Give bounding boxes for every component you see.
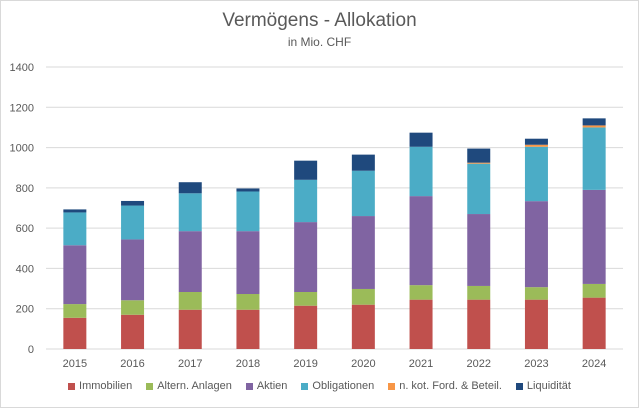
y-tick-label: 1200 xyxy=(10,102,34,114)
bar-segment xyxy=(294,179,318,223)
bar-segment xyxy=(236,191,260,232)
bar-segment xyxy=(467,148,491,163)
y-tick-label: 1000 xyxy=(10,143,34,155)
x-tick-label: 2016 xyxy=(120,358,144,370)
x-tick-label: 2021 xyxy=(409,358,433,370)
bar-segment xyxy=(121,239,145,301)
legend-label: Obligationen xyxy=(312,380,375,392)
bar-segment xyxy=(524,201,548,288)
bar-segment xyxy=(524,299,548,349)
bar-segment xyxy=(582,125,606,128)
bar-segment xyxy=(121,200,145,206)
legend-swatch xyxy=(515,382,523,390)
bar-segment xyxy=(178,182,202,194)
bar-segment xyxy=(294,160,318,180)
legend-label: Liquidität xyxy=(526,380,571,392)
y-tick-label: 800 xyxy=(16,183,34,195)
bar-segment xyxy=(236,294,260,310)
bar-segment xyxy=(63,212,87,246)
bar-segment xyxy=(63,317,87,349)
bar-segment xyxy=(409,132,433,147)
bar-segment xyxy=(121,205,145,240)
bar-segment xyxy=(467,163,491,215)
legend-item: Altern. Anlagen xyxy=(146,380,232,392)
legend-item: Obligationen xyxy=(301,380,374,392)
bar-segment xyxy=(351,154,375,171)
bar-segment xyxy=(582,127,606,190)
legend-item: n. kot. Ford. & Beteil. xyxy=(388,380,502,392)
bar-segment xyxy=(409,146,433,197)
bar-segment xyxy=(524,144,548,147)
legend: Immobilien Altern. Anlagen Aktien Obligatio… xyxy=(1,380,638,392)
bar-segment xyxy=(582,189,606,284)
legend-swatch xyxy=(68,382,76,390)
bar-segment xyxy=(524,138,548,145)
x-tick-label: 2023 xyxy=(524,358,548,370)
legend-swatch xyxy=(301,382,309,390)
bar-segment xyxy=(351,288,375,305)
y-tick-label: 400 xyxy=(16,263,34,275)
legend-item: Aktien xyxy=(245,380,288,392)
x-tick-label: 2019 xyxy=(293,358,317,370)
bar-segment xyxy=(467,299,491,349)
bar-segment xyxy=(467,162,491,164)
bar-segment xyxy=(582,118,606,126)
bar-segment xyxy=(178,291,202,310)
x-tick-label: 2024 xyxy=(582,358,606,370)
bar-segment xyxy=(178,231,202,292)
bar-segment xyxy=(121,300,145,315)
legend-label: Immobilien xyxy=(79,380,133,392)
y-tick-label: 0 xyxy=(28,344,34,356)
bar-segment xyxy=(63,304,87,318)
legend-swatch xyxy=(245,382,253,390)
bar-segment xyxy=(409,299,433,349)
bar-segment xyxy=(236,188,260,192)
bar-segment xyxy=(236,309,260,349)
bar-segment xyxy=(63,245,87,305)
legend-swatch xyxy=(146,382,154,390)
legend-item: Liquidität xyxy=(515,380,571,392)
chart-subtitle: in Mio. CHF xyxy=(287,35,352,49)
bar-segment xyxy=(409,196,433,286)
bar-segment xyxy=(63,209,87,213)
x-tick-label: 2015 xyxy=(63,358,87,370)
bar-segment xyxy=(582,297,606,349)
x-tick-label: 2022 xyxy=(467,358,491,370)
bar-segment xyxy=(236,231,260,295)
bar-segment xyxy=(409,285,433,300)
legend-label: n. kot. Ford. & Beteil. xyxy=(399,380,502,392)
x-tick-label: 2017 xyxy=(178,358,202,370)
y-tick-label: 200 xyxy=(16,304,34,316)
chart-title: Vermögens - Allokation xyxy=(222,10,417,31)
x-tick-label: 2020 xyxy=(351,358,375,370)
legend-label: Altern. Anlagen xyxy=(157,380,232,392)
bar-segment xyxy=(178,193,202,232)
bar-segment xyxy=(467,285,491,300)
bar-segment xyxy=(121,314,145,349)
bar-segment xyxy=(294,222,318,292)
bar-segment xyxy=(524,146,548,202)
y-tick-label: 600 xyxy=(16,223,34,235)
bar-segment xyxy=(467,214,491,286)
legend-swatch xyxy=(388,382,396,390)
bar-segment xyxy=(524,287,548,300)
legend-item: Immobilien xyxy=(68,380,132,392)
bar-segment xyxy=(294,291,318,306)
bar-segment xyxy=(351,170,375,217)
bar-segment xyxy=(178,309,202,349)
x-tick-label: 2018 xyxy=(236,358,260,370)
bar-segment xyxy=(294,305,318,349)
bar-segment xyxy=(351,216,375,289)
y-tick-label: 1400 xyxy=(10,62,34,74)
legend-label: Aktien xyxy=(256,380,288,392)
bar-segment xyxy=(351,304,375,349)
bar-segment xyxy=(582,283,606,298)
